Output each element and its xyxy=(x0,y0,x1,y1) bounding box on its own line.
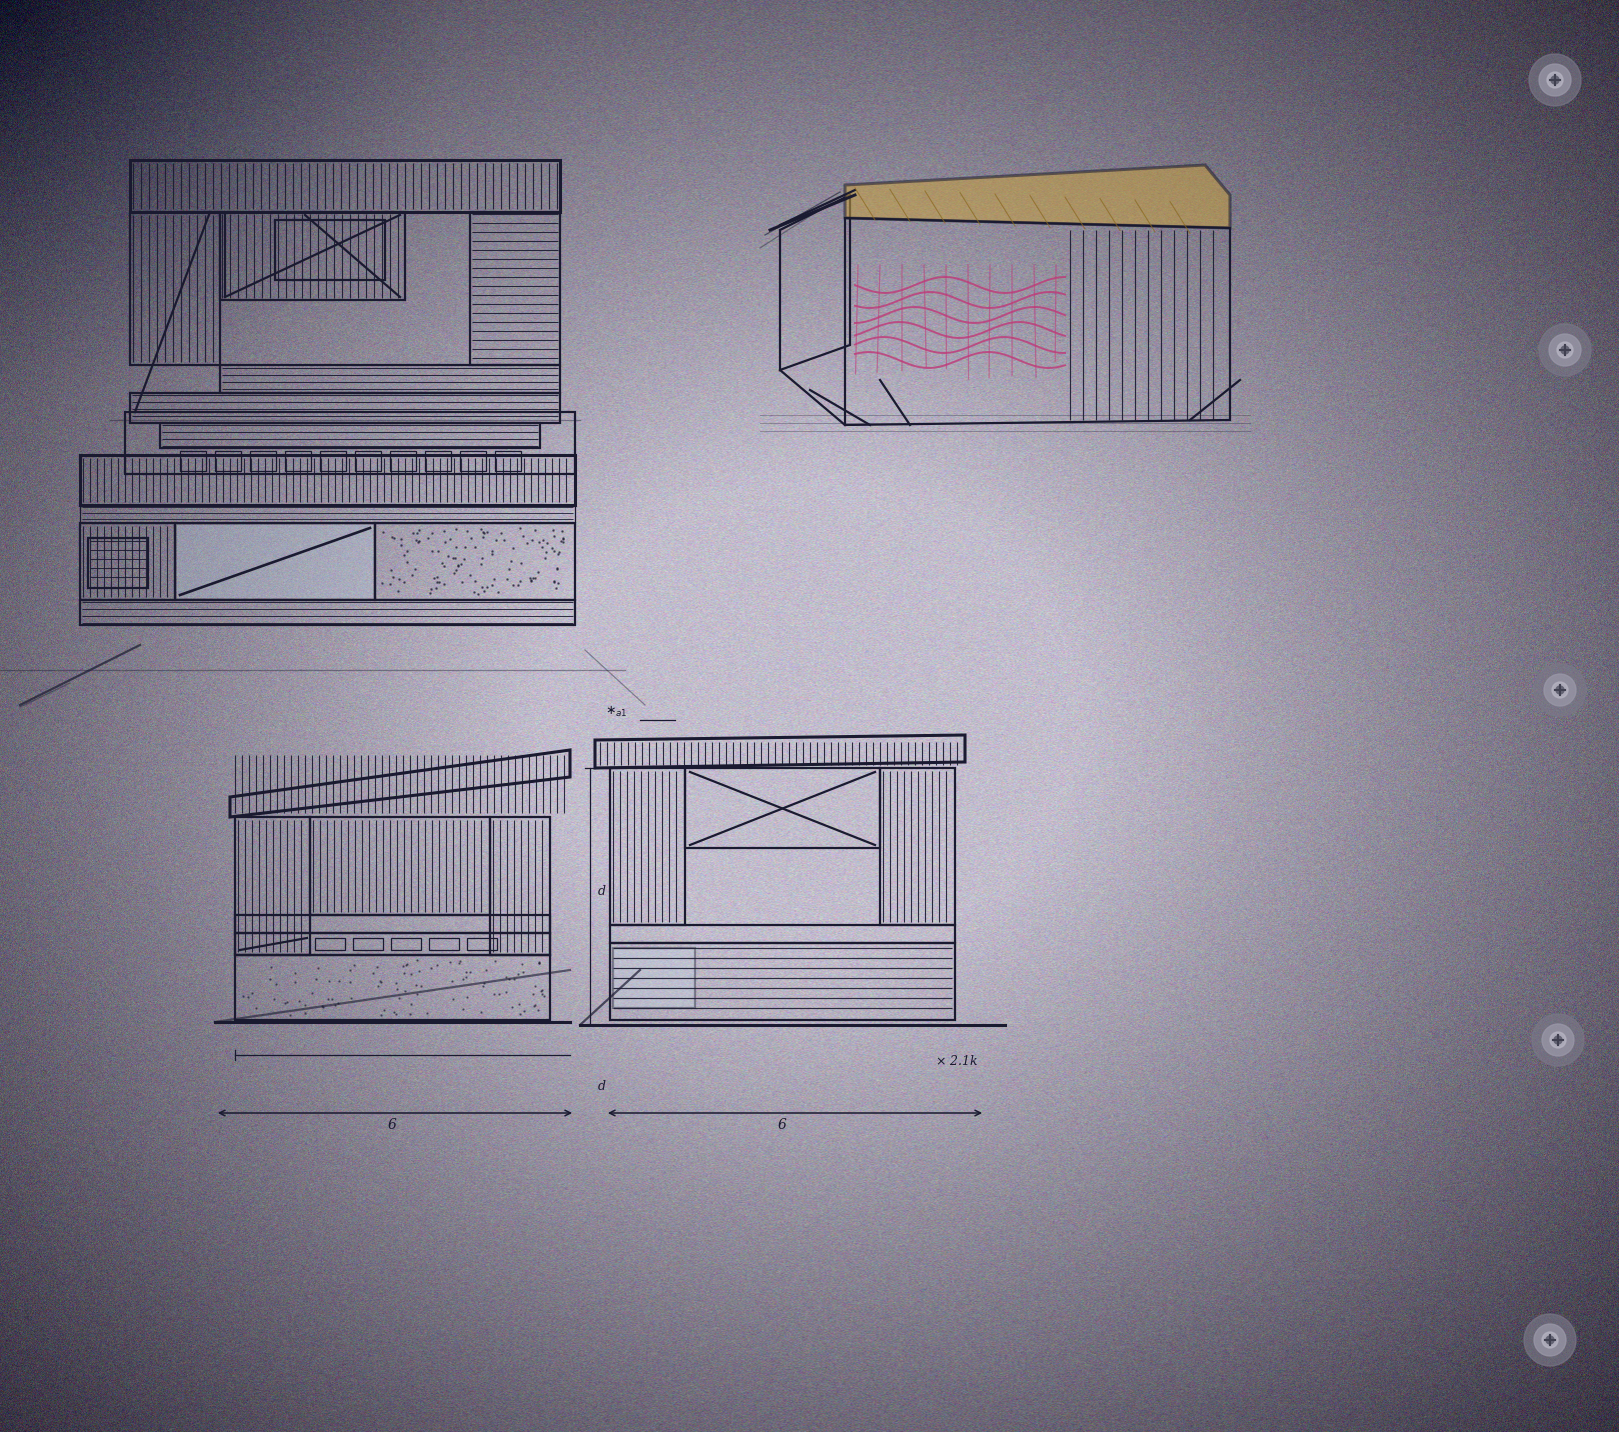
Text: 6: 6 xyxy=(387,1118,397,1133)
Bar xyxy=(376,523,575,600)
Circle shape xyxy=(1533,1325,1566,1356)
Bar xyxy=(79,523,175,600)
Circle shape xyxy=(1540,324,1591,377)
Bar xyxy=(353,938,384,949)
Bar xyxy=(125,412,575,474)
Circle shape xyxy=(1557,342,1574,358)
Bar xyxy=(429,938,460,949)
Bar xyxy=(355,451,380,471)
Bar xyxy=(79,505,575,523)
Bar xyxy=(390,451,416,471)
Circle shape xyxy=(1532,1014,1583,1065)
Bar xyxy=(466,938,497,949)
Circle shape xyxy=(1551,76,1559,84)
Circle shape xyxy=(1561,347,1569,354)
Bar xyxy=(235,915,550,934)
Bar xyxy=(275,221,385,281)
Circle shape xyxy=(1528,54,1582,106)
Bar xyxy=(316,938,345,949)
Bar xyxy=(235,818,309,955)
Text: d: d xyxy=(597,1080,606,1093)
Circle shape xyxy=(1553,682,1567,697)
Bar xyxy=(235,934,550,955)
Bar xyxy=(87,538,147,589)
Bar xyxy=(79,600,575,624)
Bar xyxy=(130,160,560,212)
Bar xyxy=(610,944,955,1020)
Bar xyxy=(426,451,452,471)
Bar xyxy=(235,955,550,1020)
Bar xyxy=(460,451,486,471)
Text: $\ast_{a1}$: $\ast_{a1}$ xyxy=(606,705,628,719)
Bar xyxy=(392,938,421,949)
Circle shape xyxy=(1545,674,1575,706)
Bar xyxy=(130,212,220,365)
Bar xyxy=(176,526,372,599)
Bar xyxy=(881,768,955,925)
Bar xyxy=(470,212,560,365)
Bar xyxy=(220,212,405,299)
Circle shape xyxy=(1549,1032,1566,1048)
Bar xyxy=(175,523,376,600)
Bar xyxy=(685,768,881,848)
Bar xyxy=(321,451,346,471)
Bar xyxy=(130,392,560,422)
Text: 6: 6 xyxy=(777,1118,787,1133)
Bar xyxy=(309,818,491,915)
Circle shape xyxy=(1541,1332,1557,1348)
Bar xyxy=(180,451,206,471)
Bar xyxy=(249,451,275,471)
Circle shape xyxy=(1556,686,1564,695)
Circle shape xyxy=(1554,1035,1562,1044)
Circle shape xyxy=(1549,334,1582,367)
Bar xyxy=(220,365,560,392)
Text: d: d xyxy=(597,885,606,898)
Bar xyxy=(610,925,955,944)
Bar xyxy=(79,455,575,505)
Bar xyxy=(610,768,685,925)
Circle shape xyxy=(1523,1315,1575,1366)
Bar xyxy=(491,818,550,955)
Bar xyxy=(215,451,241,471)
Circle shape xyxy=(1548,72,1562,87)
Text: $\times$ 2.1k: $\times$ 2.1k xyxy=(936,1054,978,1068)
Circle shape xyxy=(1540,64,1570,96)
Circle shape xyxy=(1541,1024,1574,1055)
Bar xyxy=(160,422,541,448)
Bar xyxy=(614,948,695,1008)
Bar xyxy=(285,451,311,471)
Polygon shape xyxy=(845,165,1230,228)
Circle shape xyxy=(1533,664,1587,716)
Bar xyxy=(495,451,521,471)
Circle shape xyxy=(1546,1336,1554,1345)
